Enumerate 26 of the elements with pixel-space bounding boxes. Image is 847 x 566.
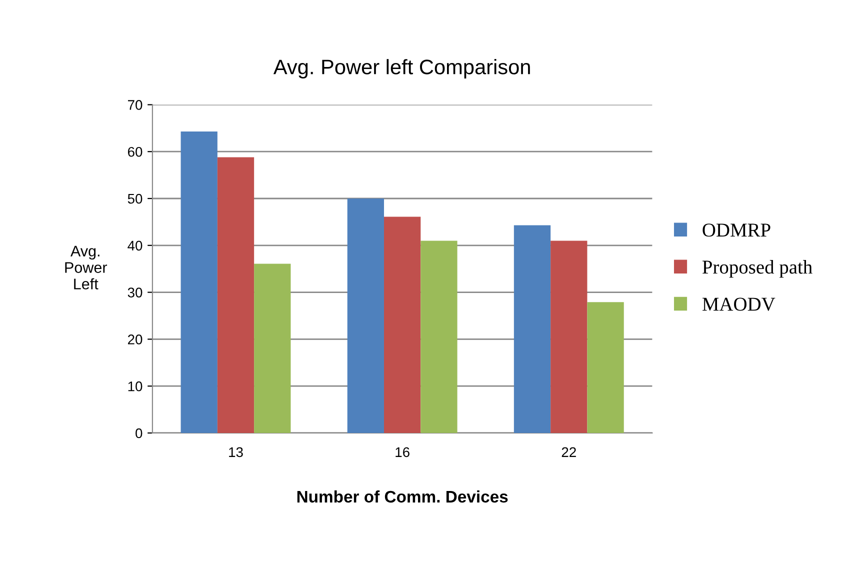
x-tick-label: 13 bbox=[229, 447, 243, 458]
legend-label: ODMRP bbox=[702, 224, 770, 237]
bar bbox=[384, 216, 421, 433]
x-tick-label: 16 bbox=[396, 447, 410, 458]
bar bbox=[180, 131, 218, 433]
bar bbox=[254, 264, 291, 433]
y-tick-label: 30 bbox=[128, 288, 142, 298]
bar bbox=[587, 302, 624, 433]
legend-label: MAODV bbox=[702, 298, 776, 311]
bar bbox=[514, 225, 551, 433]
y-axis-title: Avg. Power Left bbox=[65, 246, 108, 290]
y-tick-label: 50 bbox=[128, 194, 142, 204]
y-tick-label: 70 bbox=[128, 100, 142, 110]
bar bbox=[217, 157, 254, 433]
x-tick-label: 22 bbox=[562, 447, 576, 457]
y-tick-label: 20 bbox=[128, 334, 142, 344]
bar bbox=[420, 240, 458, 433]
legend-label: Proposed path bbox=[702, 260, 812, 278]
y-tick-label: 0 bbox=[136, 428, 142, 438]
bar bbox=[550, 240, 588, 433]
y-tick-label: 10 bbox=[128, 381, 142, 392]
bar bbox=[347, 198, 384, 433]
x-axis-title: Number of Comm. Devices bbox=[297, 490, 508, 503]
chart-title: Avg. Power left Comparison bbox=[273, 59, 530, 78]
y-tick-label: 60 bbox=[128, 146, 142, 157]
y-tick-label: 40 bbox=[128, 240, 142, 251]
